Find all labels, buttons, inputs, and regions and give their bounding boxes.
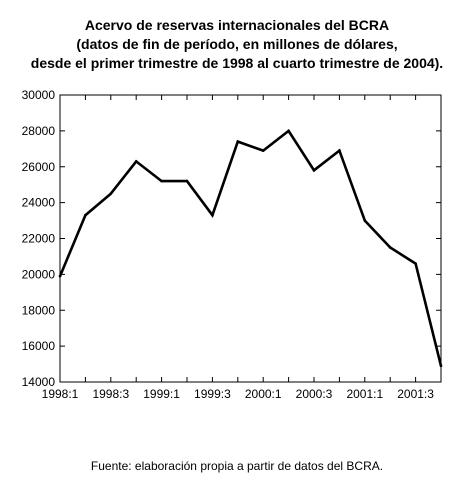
data-point: [312, 169, 316, 172]
chart-title-line-1: Acervo de reservas internacionales del B…: [84, 17, 390, 33]
plot-frame: [59, 94, 442, 383]
y-tick-label: 30000: [22, 88, 56, 102]
data-point: [261, 149, 265, 152]
x-tick-label: 2000:1: [245, 387, 282, 401]
data-point: [414, 262, 417, 265]
data-point: [134, 160, 138, 163]
data-point: [338, 149, 341, 152]
series-line: [58, 129, 443, 367]
data-point: [363, 219, 367, 222]
y-tick-label: 20000: [22, 267, 56, 281]
data-point: [185, 179, 189, 183]
chart-title-line-3: desde el primer trimestre de 1998 al cua…: [30, 55, 444, 71]
data-point: [58, 274, 62, 278]
source-note: Fuente: elaboración propia a partir de d…: [90, 459, 384, 473]
y-tick-label: 24000: [22, 196, 56, 210]
data-point: [287, 129, 290, 133]
data-point: [236, 140, 240, 143]
y-tick-label: 16000: [22, 339, 56, 353]
y-tick-label: 28000: [22, 124, 56, 138]
data-point: [388, 246, 392, 249]
x-tick-label: 2001:1: [346, 387, 383, 401]
data-point: [160, 179, 163, 183]
data-point: [109, 192, 113, 195]
x-tick-label: 1999:3: [194, 387, 231, 401]
x-tick-label: 2001:3: [397, 387, 434, 401]
x-tick-label: 1998:1: [42, 387, 79, 401]
x-tick-label: 1998:3: [92, 387, 129, 401]
data-point: [84, 213, 87, 217]
chart-title: Acervo de reservas internacionales del B…: [0, 16, 474, 73]
x-tick-label: 2000:3: [296, 387, 333, 401]
data-point: [439, 364, 443, 368]
y-tick-label: 22000: [22, 232, 56, 246]
x-tick-label: 1999:1: [143, 387, 180, 401]
y-tick-label: 26000: [22, 160, 56, 174]
chart-title-line-2: (datos de fin de período, en millones de…: [76, 36, 398, 52]
y-tick-label: 14000: [22, 375, 56, 389]
y-tick-label: 18000: [22, 303, 56, 317]
data-point: [211, 213, 214, 217]
